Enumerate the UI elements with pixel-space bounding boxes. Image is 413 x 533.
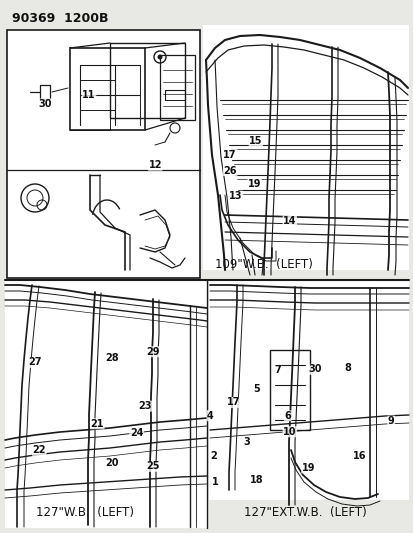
- Text: 2: 2: [209, 451, 216, 461]
- Text: 21: 21: [90, 419, 104, 429]
- Text: 15: 15: [249, 136, 262, 146]
- Text: 18: 18: [249, 475, 263, 484]
- Bar: [202, 25, 408, 270]
- Text: 11: 11: [82, 90, 95, 100]
- Text: 127"EXT.W.B.  (LEFT): 127"EXT.W.B. (LEFT): [243, 506, 366, 519]
- Text: 9: 9: [387, 416, 394, 426]
- Text: 5: 5: [253, 384, 259, 394]
- Text: 30: 30: [307, 365, 320, 374]
- Circle shape: [157, 54, 162, 60]
- Bar: [269, 350, 309, 430]
- Text: 14: 14: [282, 216, 296, 226]
- Text: 90369  1200B: 90369 1200B: [12, 12, 108, 25]
- Text: 29: 29: [146, 347, 159, 357]
- Text: 7: 7: [273, 366, 280, 375]
- Text: 22: 22: [33, 446, 46, 455]
- Bar: [209, 280, 408, 500]
- Text: 127"W.B.  (LEFT): 127"W.B. (LEFT): [36, 506, 134, 519]
- Text: 30: 30: [39, 99, 52, 109]
- Text: 17: 17: [227, 398, 240, 407]
- Text: 28: 28: [105, 353, 118, 363]
- Text: 20: 20: [105, 458, 118, 467]
- Bar: [5, 280, 206, 528]
- Text: 25: 25: [146, 462, 159, 471]
- Text: 19: 19: [247, 179, 261, 189]
- Text: 26: 26: [223, 166, 236, 175]
- Text: 12: 12: [148, 160, 161, 170]
- Text: 6: 6: [284, 411, 290, 421]
- Text: 27: 27: [28, 358, 42, 367]
- Text: 10: 10: [282, 427, 296, 437]
- Text: 8: 8: [344, 363, 350, 373]
- Text: 23: 23: [138, 401, 151, 411]
- Text: 3: 3: [242, 438, 249, 447]
- Text: 109"W.B.  (LEFT): 109"W.B. (LEFT): [214, 258, 312, 271]
- Bar: [159, 55, 195, 120]
- Bar: [110, 43, 185, 118]
- Bar: [70, 48, 145, 130]
- Bar: [7, 30, 199, 278]
- Text: 4: 4: [206, 411, 213, 421]
- Text: 17: 17: [223, 150, 236, 159]
- Text: 24: 24: [130, 428, 143, 438]
- Text: 16: 16: [353, 451, 366, 461]
- Text: 1: 1: [211, 478, 218, 487]
- Text: 19: 19: [301, 463, 314, 473]
- Text: 13: 13: [229, 191, 242, 201]
